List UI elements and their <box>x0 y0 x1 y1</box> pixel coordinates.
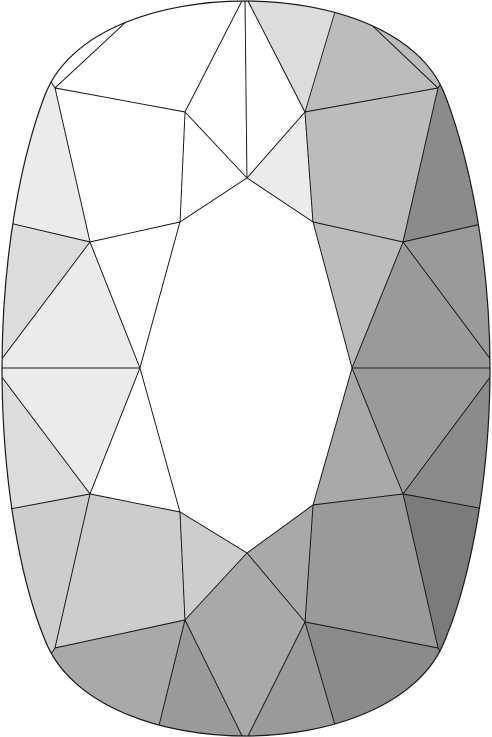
facet-pavilion-bottom-left-b <box>154 619 246 736</box>
facet-pavilion-bottom-center <box>184 552 306 736</box>
facet-crown-top-right-a <box>244 1 341 113</box>
